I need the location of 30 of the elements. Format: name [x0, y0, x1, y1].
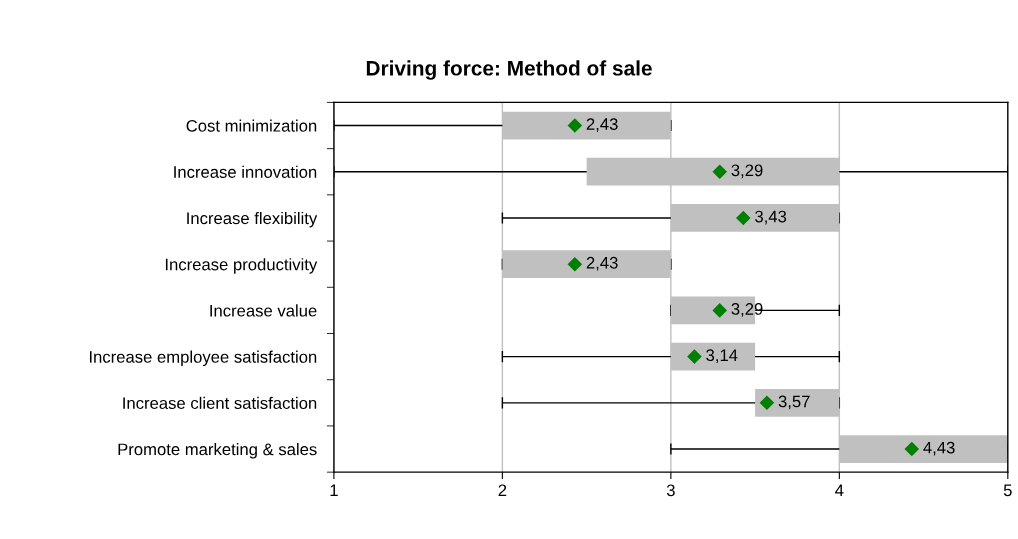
x-tick-label: 3: [666, 484, 675, 497]
data-label: 3,57: [778, 395, 810, 410]
y-tick-label: Increase employee satisfaction: [89, 350, 317, 367]
x-tick-label: 4: [835, 484, 844, 497]
y-tick-label: Increase flexibility: [187, 211, 318, 228]
data-label: 3,43: [755, 210, 787, 225]
point: [759, 395, 775, 411]
chart-title: Driving force: Method of sale: [366, 60, 652, 80]
data-label: 3,29: [731, 303, 763, 317]
y-tick-label: Increase value: [210, 304, 317, 317]
x-tick-label: 5: [1003, 484, 1012, 497]
point: [712, 164, 727, 180]
point: [736, 210, 751, 226]
y-tick-label: Increase client satisfaction: [123, 396, 317, 410]
data-label: 3,14: [706, 349, 738, 364]
y-tick-label: Cost minimization: [186, 119, 317, 132]
data-label: 4,43: [923, 441, 955, 456]
data-label: 2,43: [586, 256, 618, 271]
y-tick-label: Increase innovation: [174, 165, 317, 178]
y-tick-label: Promote marketing & sales: [118, 443, 317, 459]
data-label: 2,43: [586, 118, 618, 132]
point: [687, 349, 702, 364]
y-tick-label: Increase productivity: [165, 258, 318, 274]
point: [712, 303, 727, 318]
point: [567, 118, 583, 133]
x-tick-label: 2: [498, 484, 507, 497]
point: [567, 256, 583, 272]
data-label: 3,29: [731, 164, 763, 179]
point: [904, 441, 920, 457]
x-tick-label: 1: [330, 484, 338, 497]
